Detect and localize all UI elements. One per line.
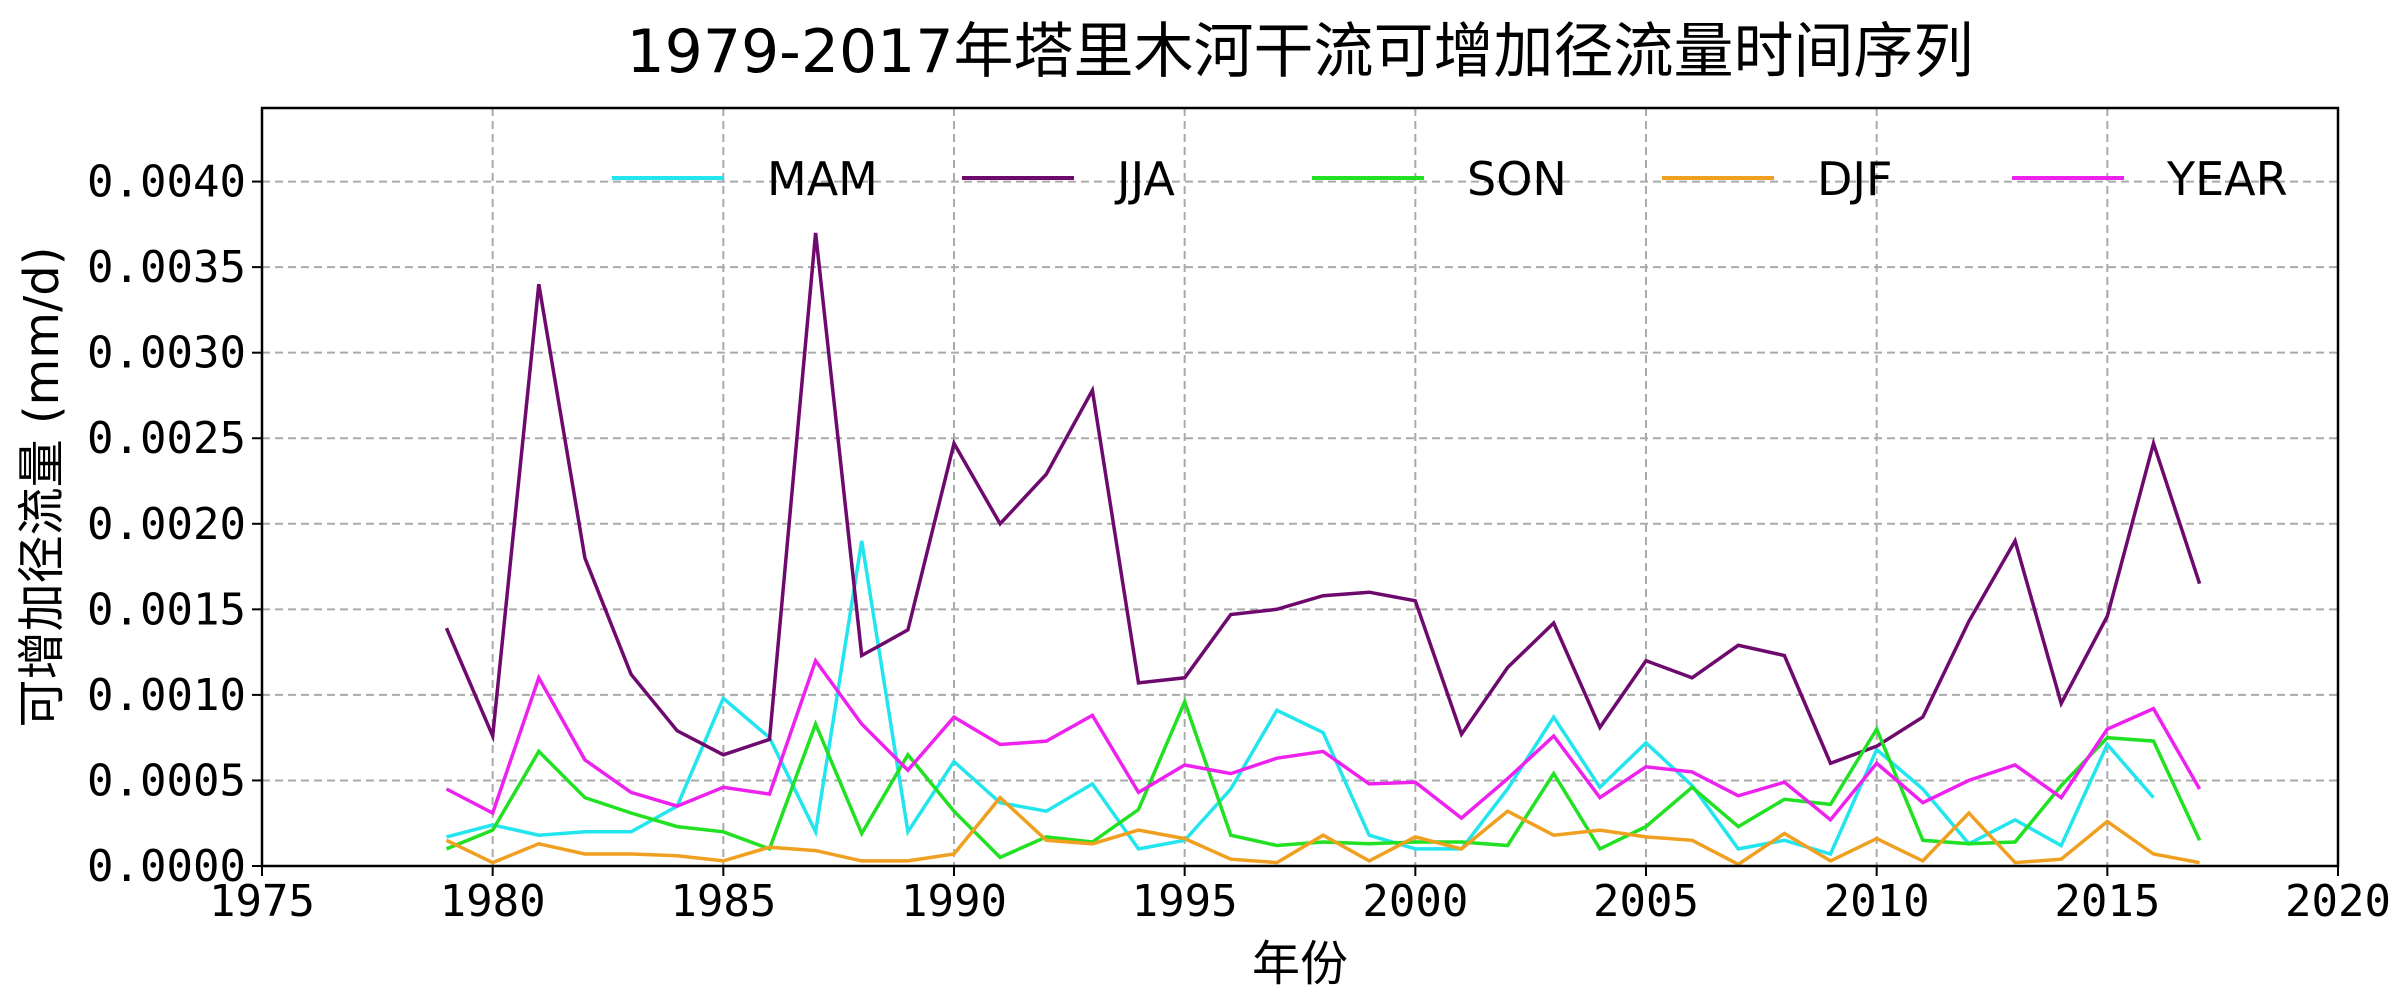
series-line-djf bbox=[445, 795, 2200, 867]
series-lines bbox=[444, 232, 2202, 867]
x-tick-label: 2020 bbox=[2285, 876, 2391, 927]
y-tick-label: 0.0025 bbox=[87, 413, 246, 464]
legend: MAM JJA SON DJF YEAR bbox=[612, 152, 2288, 206]
x-tick-label: 1985 bbox=[670, 876, 776, 927]
x-tick-label: 2000 bbox=[1362, 876, 1468, 927]
y-tick-label: 0.0030 bbox=[87, 328, 246, 379]
legend-label-jja: JJA bbox=[1114, 152, 1175, 206]
legend-label-mam: MAM bbox=[767, 152, 878, 206]
x-axis: 1975 1980 1985 1990 1995 2000 2005 2010 2015 2020 bbox=[209, 866, 2391, 927]
y-axis-label: 可增加径流量 (mm/d) bbox=[14, 247, 70, 728]
x-tick-label: 2005 bbox=[1593, 876, 1699, 927]
y-tick-label: 0.0005 bbox=[87, 755, 246, 806]
legend-label-djf: DJF bbox=[1817, 152, 1892, 206]
x-tick-label: 1995 bbox=[1132, 876, 1238, 927]
y-tick-label: 0.0020 bbox=[87, 499, 246, 550]
plot-frame bbox=[260, 106, 2340, 868]
x-tick-label: 1980 bbox=[440, 876, 546, 927]
y-tick-label: 0.0035 bbox=[87, 242, 246, 293]
x-axis-label: 年份 bbox=[1252, 936, 1348, 992]
series-line-year bbox=[445, 656, 2202, 823]
y-tick-label: 0.0010 bbox=[87, 670, 246, 721]
series-line-mam bbox=[446, 540, 2155, 857]
x-tick-label: 1975 bbox=[209, 876, 315, 927]
y-tick-label: 0.0040 bbox=[87, 157, 246, 208]
series-line-son bbox=[445, 696, 2202, 860]
y-axis: 0.0000 0.0005 0.0010 0.0015 0.0020 0.0025 0.00… bbox=[87, 157, 262, 892]
series-line-jja bbox=[444, 232, 2202, 766]
x-tick-label: 1990 bbox=[901, 876, 1007, 927]
legend-label-son: SON bbox=[1467, 152, 1567, 206]
x-tick-label: 2015 bbox=[2054, 876, 2160, 927]
y-tick-label: 0.0000 bbox=[87, 841, 246, 892]
x-tick-label: 2010 bbox=[1824, 876, 1930, 927]
y-tick-label: 0.0015 bbox=[87, 584, 246, 635]
legend-label-year: YEAR bbox=[2166, 152, 2288, 206]
chart-title: 1979-2017年塔里木河干流可增加径流量时间序列 bbox=[626, 17, 1973, 87]
